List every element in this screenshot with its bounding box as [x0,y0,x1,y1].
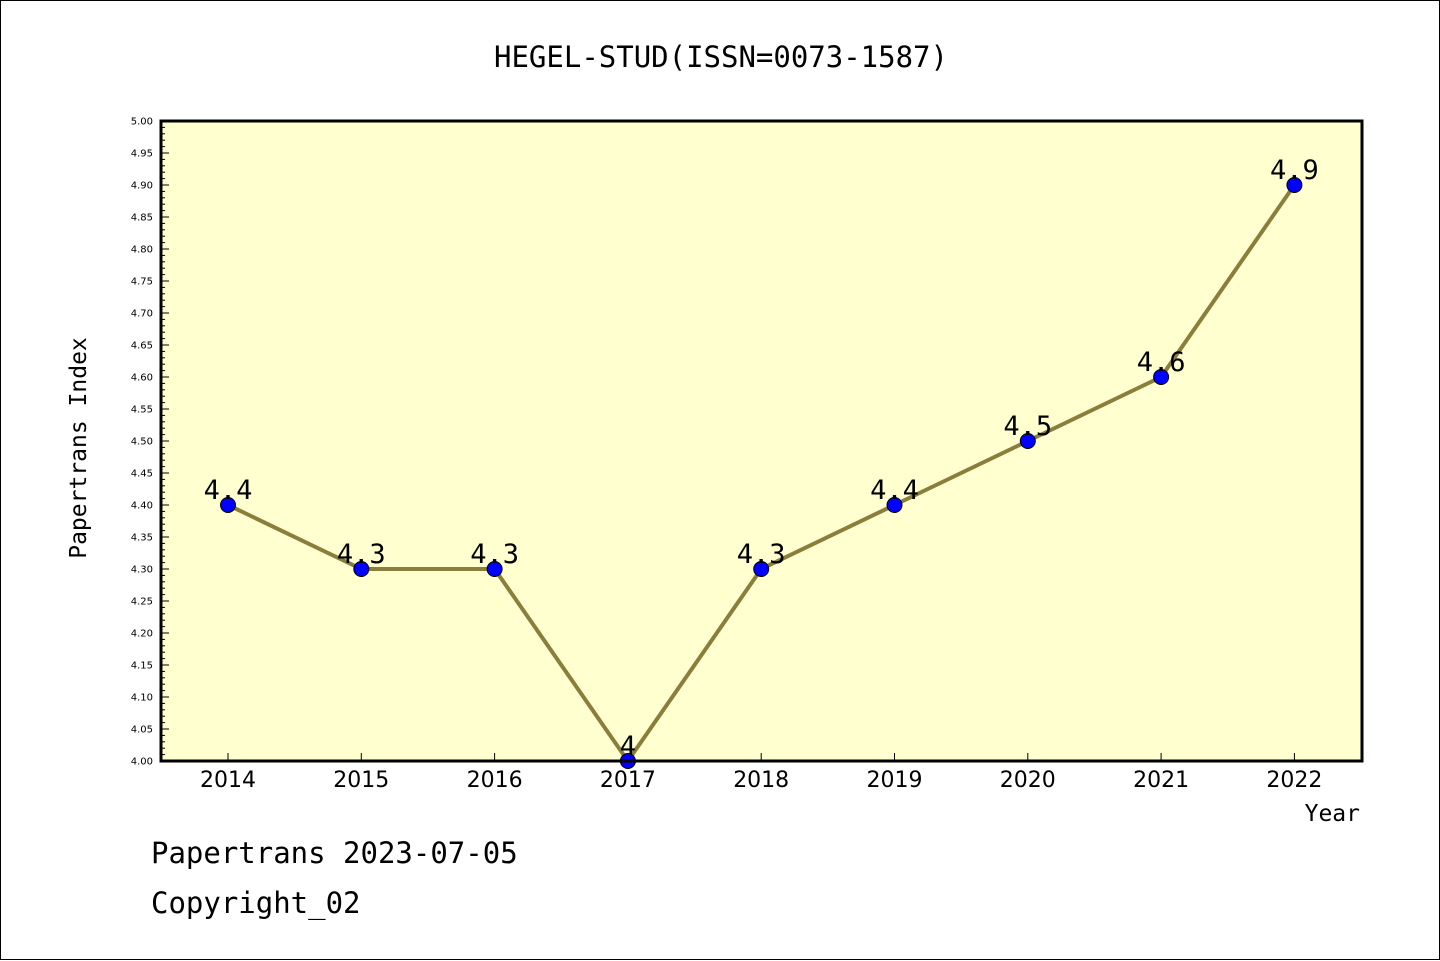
y-tick-label: 4.15 [131,661,153,672]
plot-area [161,121,1362,761]
chart-title: HEGEL-STUD(ISSN=0073-1587) [494,40,948,74]
data-label: 4.6 [1137,347,1186,378]
y-tick-label: 4.25 [131,597,153,608]
data-point [353,561,370,577]
footer-date-text: Papertrans 2023-07-05 [151,836,518,870]
x-axis-label: Year [1305,801,1360,827]
x-tick-label: 2017 [600,768,656,793]
y-tick-label: 5.00 [131,117,153,128]
data-label: 4.3 [470,539,519,570]
data-label: 4 [620,731,636,762]
data-point [1019,433,1036,449]
data-point [1286,177,1303,193]
data-point [220,497,236,513]
data-label: 4.5 [1003,411,1052,442]
y-tick-label: 4.65 [131,341,153,352]
data-point [486,561,503,577]
plot-frame [159,119,1364,763]
y-tick-label: 4.45 [131,469,153,480]
x-tick-label: 2014 [200,768,256,793]
data-label: 4.4 [870,475,919,506]
y-axis-label: Papertrans Index [66,337,92,559]
data-label: 4.3 [337,539,386,570]
x-axis: 2014 2015 2016 2017 2018 2019 2020 2021 2022 [200,753,1322,793]
data-label: 4.4 [204,475,253,506]
y-tick-label: 4.80 [131,245,153,256]
y-tick-label: 4.90 [131,181,153,192]
data-label: 4.3 [737,539,786,570]
y-tick-label: 4.00 [131,757,153,768]
y-tick-label: 4.95 [131,149,153,160]
y-tick-label: 4.60 [131,373,153,384]
data-label: 4.9 [1270,155,1319,186]
footer-copyright-text: Copyright_02 [151,886,361,920]
y-tick-label: 4.35 [131,533,153,544]
x-tick-label: 2020 [1000,768,1056,793]
data-point [1153,369,1170,385]
x-tick-label: 2016 [467,768,523,793]
y-tick-label: 4.70 [131,309,153,320]
y-tick-label: 4.40 [131,501,153,512]
data-point [886,497,903,513]
data-point [753,561,770,577]
x-tick-label: 2015 [333,768,389,793]
y-tick-label: 4.85 [131,213,153,224]
y-tick-label: 4.50 [131,437,153,448]
y-tick-label: 4.20 [131,629,153,640]
series-group: 4.4 4.3 4.3 4 4.3 4.4 4.5 4.6 4.9 [204,155,1319,769]
y-tick-label: 4.05 [131,725,153,736]
y-tick-label: 4.10 [131,693,153,704]
y-tick-label: 4.30 [131,565,153,576]
y-tick-label: 4.75 [131,277,153,288]
x-tick-label: 2021 [1133,768,1189,793]
x-tick-label: 2022 [1266,768,1322,793]
x-tick-label: 2018 [733,768,789,793]
y-tick-label: 4.55 [131,405,153,416]
x-tick-label: 2019 [867,768,923,793]
